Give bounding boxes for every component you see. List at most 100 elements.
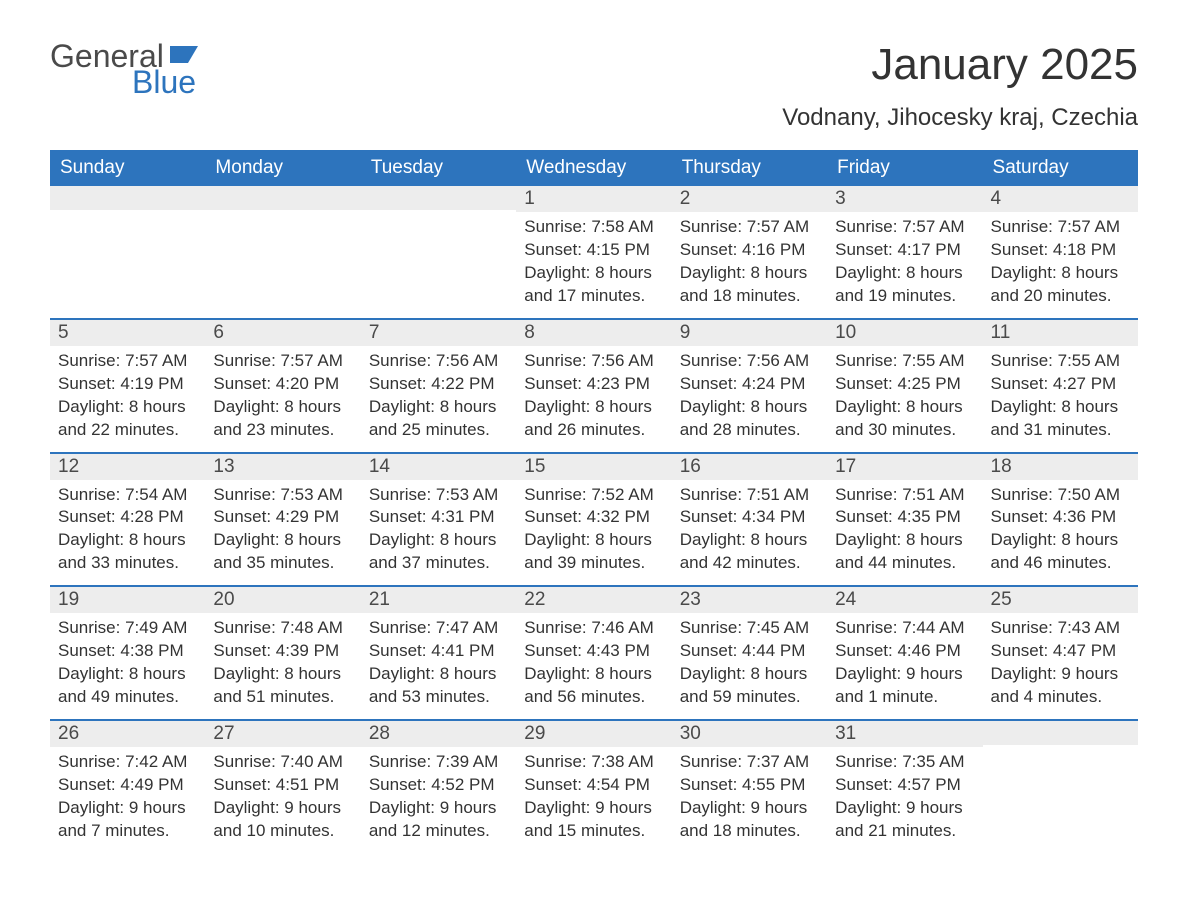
day-details [983,745,1138,759]
sunrise-text: Sunrise: 7:58 AM [524,216,663,239]
day-details: Sunrise: 7:48 AMSunset: 4:39 PMDaylight:… [205,613,360,719]
weekday-header: Wednesday [516,150,671,186]
daylight-text: Daylight: 8 hours and 39 minutes. [524,529,663,575]
calendar-day-cell: 31Sunrise: 7:35 AMSunset: 4:57 PMDayligh… [827,721,982,853]
calendar-day-cell: 21Sunrise: 7:47 AMSunset: 4:41 PMDayligh… [361,587,516,719]
daylight-text: Daylight: 8 hours and 56 minutes. [524,663,663,709]
day-number: 21 [361,587,516,613]
weekday-header: Tuesday [361,150,516,186]
day-details: Sunrise: 7:49 AMSunset: 4:38 PMDaylight:… [50,613,205,719]
day-details: Sunrise: 7:39 AMSunset: 4:52 PMDaylight:… [361,747,516,853]
sunset-text: Sunset: 4:39 PM [213,640,352,663]
day-details: Sunrise: 7:57 AMSunset: 4:19 PMDaylight:… [50,346,205,452]
daylight-text: Daylight: 8 hours and 22 minutes. [58,396,197,442]
day-details: Sunrise: 7:43 AMSunset: 4:47 PMDaylight:… [983,613,1138,719]
calendar-day-cell: 16Sunrise: 7:51 AMSunset: 4:34 PMDayligh… [672,454,827,586]
sunset-text: Sunset: 4:41 PM [369,640,508,663]
sunrise-text: Sunrise: 7:57 AM [680,216,819,239]
sunrise-text: Sunrise: 7:56 AM [680,350,819,373]
daylight-text: Daylight: 8 hours and 42 minutes. [680,529,819,575]
daylight-text: Daylight: 9 hours and 15 minutes. [524,797,663,843]
day-number: 29 [516,721,671,747]
day-number [983,721,1138,745]
sunrise-text: Sunrise: 7:44 AM [835,617,974,640]
calendar-day-cell: 10Sunrise: 7:55 AMSunset: 4:25 PMDayligh… [827,320,982,452]
day-details: Sunrise: 7:44 AMSunset: 4:46 PMDaylight:… [827,613,982,719]
day-details: Sunrise: 7:47 AMSunset: 4:41 PMDaylight:… [361,613,516,719]
daylight-text: Daylight: 8 hours and 17 minutes. [524,262,663,308]
day-number: 24 [827,587,982,613]
brand-word-2: Blue [132,66,196,98]
day-details: Sunrise: 7:35 AMSunset: 4:57 PMDaylight:… [827,747,982,853]
calendar-day-cell: 24Sunrise: 7:44 AMSunset: 4:46 PMDayligh… [827,587,982,719]
day-details: Sunrise: 7:51 AMSunset: 4:34 PMDaylight:… [672,480,827,586]
day-details: Sunrise: 7:51 AMSunset: 4:35 PMDaylight:… [827,480,982,586]
day-number: 6 [205,320,360,346]
calendar-day-cell: 6Sunrise: 7:57 AMSunset: 4:20 PMDaylight… [205,320,360,452]
day-details: Sunrise: 7:45 AMSunset: 4:44 PMDaylight:… [672,613,827,719]
day-number: 17 [827,454,982,480]
day-number [205,186,360,210]
sunset-text: Sunset: 4:47 PM [991,640,1130,663]
day-number: 15 [516,454,671,480]
day-details: Sunrise: 7:46 AMSunset: 4:43 PMDaylight:… [516,613,671,719]
day-number [361,186,516,210]
sunrise-text: Sunrise: 7:51 AM [835,484,974,507]
calendar-day-cell: 7Sunrise: 7:56 AMSunset: 4:22 PMDaylight… [361,320,516,452]
day-number: 18 [983,454,1138,480]
day-details: Sunrise: 7:58 AMSunset: 4:15 PMDaylight:… [516,212,671,318]
sunrise-text: Sunrise: 7:57 AM [991,216,1130,239]
weekday-header-row: Sunday Monday Tuesday Wednesday Thursday… [50,150,1138,186]
sunset-text: Sunset: 4:32 PM [524,506,663,529]
day-number: 5 [50,320,205,346]
calendar-day-cell [361,186,516,318]
sunset-text: Sunset: 4:19 PM [58,373,197,396]
sunrise-text: Sunrise: 7:52 AM [524,484,663,507]
calendar-day-cell: 29Sunrise: 7:38 AMSunset: 4:54 PMDayligh… [516,721,671,853]
sunset-text: Sunset: 4:57 PM [835,774,974,797]
calendar-day-cell: 5Sunrise: 7:57 AMSunset: 4:19 PMDaylight… [50,320,205,452]
day-details: Sunrise: 7:54 AMSunset: 4:28 PMDaylight:… [50,480,205,586]
daylight-text: Daylight: 8 hours and 31 minutes. [991,396,1130,442]
sunrise-text: Sunrise: 7:42 AM [58,751,197,774]
daylight-text: Daylight: 8 hours and 19 minutes. [835,262,974,308]
daylight-text: Daylight: 8 hours and 44 minutes. [835,529,974,575]
day-number: 31 [827,721,982,747]
weekday-header: Sunday [50,150,205,186]
day-number: 30 [672,721,827,747]
calendar-week: 12Sunrise: 7:54 AMSunset: 4:28 PMDayligh… [50,452,1138,586]
daylight-text: Daylight: 8 hours and 51 minutes. [213,663,352,709]
calendar-day-cell: 9Sunrise: 7:56 AMSunset: 4:24 PMDaylight… [672,320,827,452]
sunset-text: Sunset: 4:29 PM [213,506,352,529]
weekday-header: Thursday [672,150,827,186]
daylight-text: Daylight: 8 hours and 23 minutes. [213,396,352,442]
calendar-week: 1Sunrise: 7:58 AMSunset: 4:15 PMDaylight… [50,186,1138,318]
sunset-text: Sunset: 4:22 PM [369,373,508,396]
calendar-day-cell: 26Sunrise: 7:42 AMSunset: 4:49 PMDayligh… [50,721,205,853]
day-details [205,210,360,224]
sunset-text: Sunset: 4:20 PM [213,373,352,396]
day-details [50,210,205,224]
sunrise-text: Sunrise: 7:53 AM [369,484,508,507]
daylight-text: Daylight: 8 hours and 37 minutes. [369,529,508,575]
calendar-grid: Sunday Monday Tuesday Wednesday Thursday… [50,150,1138,853]
day-number: 28 [361,721,516,747]
daylight-text: Daylight: 9 hours and 18 minutes. [680,797,819,843]
day-number: 25 [983,587,1138,613]
day-number: 13 [205,454,360,480]
calendar-document: General Blue January 2025 Vodnany, Jihoc… [0,0,1188,893]
day-number: 3 [827,186,982,212]
sunset-text: Sunset: 4:35 PM [835,506,974,529]
sunrise-text: Sunrise: 7:40 AM [213,751,352,774]
sunset-text: Sunset: 4:27 PM [991,373,1130,396]
sunrise-text: Sunrise: 7:55 AM [835,350,974,373]
sunrise-text: Sunrise: 7:39 AM [369,751,508,774]
calendar-day-cell: 2Sunrise: 7:57 AMSunset: 4:16 PMDaylight… [672,186,827,318]
sunrise-text: Sunrise: 7:48 AM [213,617,352,640]
daylight-text: Daylight: 9 hours and 4 minutes. [991,663,1130,709]
sunrise-text: Sunrise: 7:55 AM [991,350,1130,373]
day-details: Sunrise: 7:53 AMSunset: 4:29 PMDaylight:… [205,480,360,586]
sunset-text: Sunset: 4:54 PM [524,774,663,797]
calendar-day-cell: 14Sunrise: 7:53 AMSunset: 4:31 PMDayligh… [361,454,516,586]
sunset-text: Sunset: 4:44 PM [680,640,819,663]
